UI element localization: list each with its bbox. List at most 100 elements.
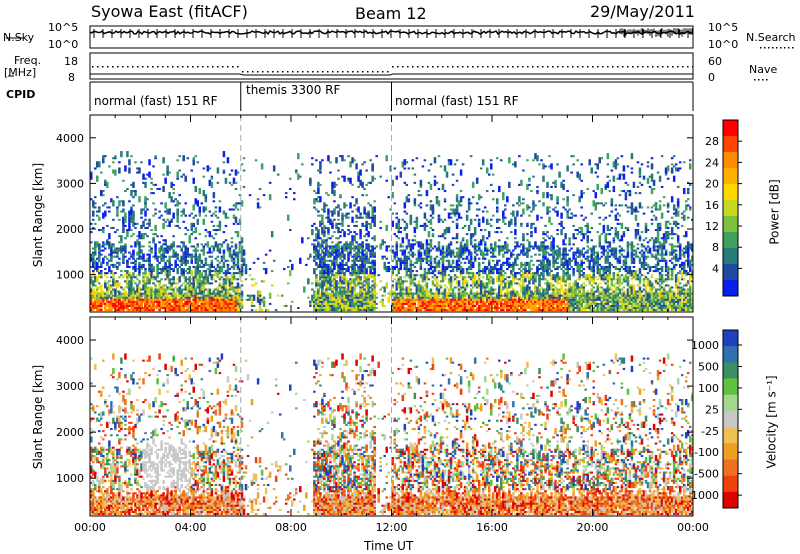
power-echo-cell (188, 292, 191, 295)
power-echo-cell (234, 272, 238, 275)
power-echo-cell (224, 288, 228, 295)
power-echo-cell (250, 304, 254, 307)
power-echo-cell (216, 270, 220, 273)
power-echo-cell (164, 249, 167, 252)
power-echo-cell (116, 290, 119, 293)
power-echo-cell (459, 267, 463, 271)
power-echo-cell (144, 274, 147, 277)
power-echo-cell (325, 263, 328, 266)
power-echo-cell (552, 181, 555, 184)
power-echo-cell (459, 294, 463, 297)
power-echo-cell (192, 302, 196, 305)
power-echo-cell (120, 210, 123, 213)
power-echo-cell (132, 214, 135, 221)
power-echo-cell (160, 214, 163, 217)
power-echo-cell (485, 210, 489, 213)
power-echo-cell (526, 304, 529, 307)
power-echo-cell (325, 296, 328, 299)
power-echo-cell (120, 292, 123, 299)
power-echo-cell (164, 177, 167, 184)
power-echo-cell (311, 229, 314, 236)
power-echo-cell (188, 296, 191, 299)
mode-label-3: normal (fast) 151 RF (395, 94, 519, 108)
power-echo-cell (182, 155, 185, 162)
power-echo-cell (214, 306, 218, 310)
power-echo-cell (347, 255, 350, 262)
power-echo-cell (441, 294, 445, 297)
power-echo-cell (345, 267, 348, 271)
power-echo-cell (365, 224, 368, 232)
power-echo-cell (369, 267, 372, 271)
power-echo-cell (158, 306, 161, 310)
power-echo-cell (496, 218, 499, 221)
power-echo-cell (548, 296, 551, 299)
power-echo-cell (100, 192, 103, 195)
power-echo-cell (389, 267, 392, 271)
power-echo-cell (375, 284, 378, 287)
power-echo-cell (520, 249, 523, 252)
power-echo-cell (427, 267, 431, 271)
power-echo-cell (180, 284, 183, 287)
power-echo-cell (232, 300, 236, 303)
power-echo-cell (222, 251, 226, 254)
power-echo-cell (110, 255, 113, 258)
power-echo-cell (528, 179, 531, 182)
power-echo-cell (449, 294, 453, 297)
power-echo-cell (116, 265, 119, 268)
power-echo-cell (182, 251, 185, 254)
power-echo-cell (489, 278, 493, 281)
power-echo-cell (321, 159, 324, 162)
power-echo-cell (218, 224, 222, 232)
power-echo-cell (494, 263, 497, 271)
power-echo-cell (477, 263, 481, 266)
power-echo-cell (528, 177, 531, 180)
power-echo-cell (202, 245, 206, 248)
power-echo-cell (483, 296, 487, 299)
power-echo-cell (142, 300, 145, 303)
nave-dot (482, 66, 484, 68)
power-echo-cell (120, 302, 123, 305)
power-echo-cell (345, 263, 348, 266)
power-echo-cell (96, 294, 99, 297)
power-echo-cell (483, 253, 487, 256)
power-echo-cell (397, 229, 401, 232)
power-echo-cell (284, 196, 288, 199)
power-echo-cell (124, 245, 127, 248)
power-echo-cell (218, 220, 222, 227)
nsearch-legend-dot (764, 47, 766, 49)
power-echo-cell (130, 155, 133, 158)
power-echo-cell (128, 210, 131, 217)
power-echo-cell (317, 187, 320, 195)
power-echo-cell (190, 296, 194, 299)
nave-dot (162, 66, 164, 68)
power-echo-cell (399, 280, 403, 283)
power-echo-cell (542, 272, 545, 275)
power-echo-cell (339, 251, 342, 254)
power-echo-cell (196, 296, 200, 299)
power-echo-cell (116, 282, 119, 289)
power-echo-cell (240, 251, 244, 258)
power-echo-cell (224, 286, 228, 289)
power-echo-cell (461, 247, 465, 254)
power-echo-cell (192, 216, 196, 219)
power-echo-cell (473, 249, 477, 252)
power-echo-cell (524, 251, 527, 254)
power-echo-cell (337, 272, 340, 275)
power-echo-cell (554, 294, 557, 297)
power-echo-cell (323, 274, 326, 277)
power-echo-cell (373, 267, 376, 275)
power-echo-cell (108, 253, 111, 256)
power-echo-cell (327, 265, 330, 268)
power-echo-cell (238, 298, 242, 301)
power-echo-cell (496, 210, 499, 213)
nave-dot (347, 71, 349, 73)
power-echo-cell (425, 290, 429, 293)
power-echo-cell (504, 306, 507, 310)
power-echo-cell (540, 302, 543, 305)
power-echo-cell (552, 309, 555, 312)
power-echo-cell (365, 259, 368, 262)
power-echo-cell (371, 280, 374, 283)
power-echo-cell (395, 274, 399, 277)
power-echo-cell (548, 306, 551, 310)
power-echo-cell (194, 309, 198, 312)
